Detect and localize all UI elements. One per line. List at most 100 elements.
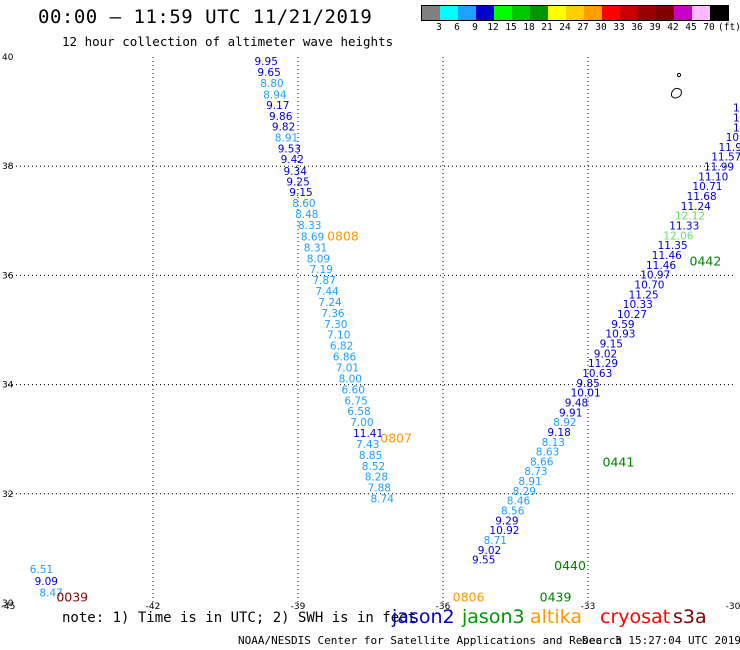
wave-height-label: 11.46 [652, 250, 682, 262]
color-swatch-5 [512, 6, 530, 20]
wave-height-label: 9.59 [611, 319, 634, 331]
pass-time-label: 0039 [56, 589, 88, 604]
wave-height-label: 11.33 [669, 221, 699, 233]
wave-height-label: 8.94 [263, 89, 287, 101]
wave-height-label: 8.60 [292, 198, 315, 210]
map-subtitle: 12 hour collection of altimeter wave hei… [62, 34, 394, 49]
wave-height-label: 10.5 [733, 122, 740, 134]
y-tick-label: 32 [2, 490, 13, 500]
wave-height-label: 9.25 [286, 176, 309, 188]
wave-height-label: 6.75 [344, 395, 367, 407]
color-scale-label: 70 [703, 22, 715, 33]
wave-height-label: 8.52 [362, 461, 385, 473]
x-tick-label: -45 [1, 602, 16, 612]
color-scale-label: (ft) [718, 22, 740, 33]
wave-height-label: 8.00 [339, 373, 362, 385]
color-scale-label: 6 [454, 22, 460, 33]
wave-height-label: 8.80 [260, 78, 283, 90]
color-scale-label: 27 [577, 22, 589, 33]
color-swatch-11 [620, 6, 638, 20]
wave-height-label: 7.19 [310, 264, 333, 276]
wave-height-label: 10.71 [692, 181, 722, 193]
wave-height-label: 11.24 [681, 201, 711, 213]
color-swatch-1 [440, 6, 458, 20]
wave-height-label: 9.15 [600, 338, 623, 350]
wave-height-label: 9.29 [495, 515, 518, 527]
wave-height-label: 6.51 [30, 564, 53, 576]
color-scale-label: 18 [523, 22, 535, 33]
wave-height-label: 8.71 [484, 535, 507, 547]
wave-height-label: 9.53 [278, 144, 301, 156]
footer-credit: NOAA/NESDIS Center for Satellite Applica… [238, 634, 623, 647]
color-swatch-6 [530, 6, 548, 20]
pass-time-label: 0441 [603, 455, 635, 470]
x-tick-label: -42 [146, 602, 161, 612]
color-scale-label: 33 [613, 22, 625, 33]
wave-height-label: 10.0 [733, 112, 740, 124]
wave-height-label: 9.34 [284, 166, 308, 178]
wave-height-label: 7.87 [313, 275, 336, 287]
wave-height-label: 9.48 [565, 397, 588, 409]
wave-height-label: 11.57 [711, 152, 740, 164]
wave-height-label: 10.70 [634, 280, 664, 292]
wave-height-label: 7.24 [318, 297, 342, 309]
color-swatch-7 [548, 6, 566, 20]
wave-height-label: 8.47 [39, 587, 62, 599]
wave-height-label: 11.68 [687, 191, 717, 203]
wave-height-label: 7.43 [356, 439, 379, 451]
wave-height-label: 8.66 [530, 456, 554, 468]
wave-height-label: 12.06 [663, 230, 693, 242]
y-tick-label: 34 [2, 381, 14, 391]
wave-height-label: 7.10 [327, 330, 350, 342]
wave-height-label: 11.94 [719, 142, 740, 154]
legend-mission-jason3: jason3 [462, 606, 525, 628]
color-scale-label: 36 [631, 22, 643, 33]
wave-height-label: 11.99 [704, 162, 734, 174]
legend-mission-altika: altika [530, 606, 582, 628]
wave-height-label: 10.27 [617, 309, 647, 321]
wave-height-label: 9.02 [594, 348, 617, 360]
pass-time-label: 0807 [380, 430, 412, 445]
color-swatch-15 [692, 6, 710, 20]
wave-height-label: 8.85 [359, 450, 382, 462]
wave-height-label: 8.69 [301, 231, 324, 243]
pass-time-label: 0808 [327, 228, 359, 243]
wave-height-label: 8.46 [507, 496, 531, 508]
wave-height-label: 10.97 [640, 270, 670, 282]
wave-height-label: 9.85 [576, 378, 599, 390]
color-swatch-2 [458, 6, 476, 20]
y-tick-label: 36 [2, 271, 14, 281]
footer-timestamp: Dec 3 15:27:04 UTC 2019 [582, 634, 740, 647]
wave-height-label: 6.86 [333, 352, 357, 364]
color-swatch-9 [584, 6, 602, 20]
wave-height-label: 9.17 [266, 100, 289, 112]
wave-height-label: 7.44 [315, 286, 339, 298]
wave-height-label: 10.01 [571, 388, 601, 400]
x-tick-label: -30 [726, 602, 740, 612]
color-scale-label: 21 [541, 22, 553, 33]
wave-height-label: 10.92 [489, 525, 519, 537]
wave-height-label: 8.48 [295, 209, 318, 221]
y-tick-label: 30 [2, 599, 14, 609]
wave-height-label: 9.15 [289, 187, 312, 199]
color-swatch-3 [476, 6, 494, 20]
color-scale-label: 9 [472, 22, 478, 33]
wave-height-label: 7.36 [321, 308, 345, 320]
color-swatch-12 [638, 6, 656, 20]
wave-height-label: 8.73 [524, 466, 547, 478]
color-swatch-8 [566, 6, 584, 20]
wave-height-label: 11 [733, 103, 740, 115]
wave-height-label: 12.12 [675, 211, 705, 223]
x-tick-label: -39 [291, 602, 306, 612]
island-outline [676, 72, 682, 78]
wave-height-label: 9.02 [478, 545, 501, 557]
color-scale-label: 42 [667, 22, 679, 33]
pass-time-label: 0442 [690, 254, 722, 269]
wave-height-label: 9.42 [281, 154, 304, 166]
color-scale-label: 30 [595, 22, 607, 33]
wave-height-label: 8.09 [307, 253, 330, 265]
wave-height-label: 8.29 [513, 486, 536, 498]
wave-height-label: 6.60 [342, 384, 365, 396]
legend-mission-cryosat: cryosat [600, 606, 671, 628]
